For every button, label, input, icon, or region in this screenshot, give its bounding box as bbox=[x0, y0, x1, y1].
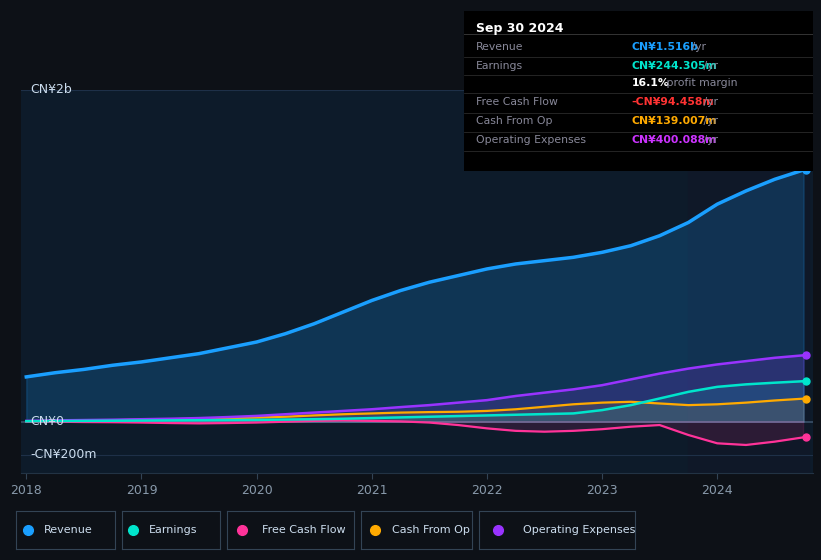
Text: /yr: /yr bbox=[700, 97, 718, 107]
Text: -CN¥200m: -CN¥200m bbox=[30, 449, 97, 461]
Text: CN¥244.305m: CN¥244.305m bbox=[631, 61, 717, 71]
Text: /yr: /yr bbox=[700, 61, 718, 71]
Text: Operating Expenses: Operating Expenses bbox=[476, 136, 586, 146]
Text: -CN¥94.458m: -CN¥94.458m bbox=[631, 97, 714, 107]
Text: Revenue: Revenue bbox=[476, 42, 524, 52]
Text: CN¥139.007m: CN¥139.007m bbox=[631, 116, 717, 127]
Text: Operating Expenses: Operating Expenses bbox=[523, 525, 635, 535]
Text: CN¥0: CN¥0 bbox=[30, 415, 64, 428]
Text: Cash From Op: Cash From Op bbox=[476, 116, 553, 127]
Text: Earnings: Earnings bbox=[476, 61, 523, 71]
Text: 16.1%: 16.1% bbox=[631, 78, 669, 88]
Bar bbox=[689, 90, 810, 473]
Text: CN¥1.516b: CN¥1.516b bbox=[631, 42, 698, 52]
Text: /yr: /yr bbox=[700, 116, 718, 127]
Text: CN¥2b: CN¥2b bbox=[30, 83, 71, 96]
Text: /yr: /yr bbox=[700, 136, 718, 146]
Text: /yr: /yr bbox=[688, 42, 706, 52]
Text: profit margin: profit margin bbox=[663, 78, 737, 88]
Text: Revenue: Revenue bbox=[44, 525, 93, 535]
Text: Free Cash Flow: Free Cash Flow bbox=[476, 97, 558, 107]
Text: Cash From Op: Cash From Op bbox=[392, 525, 470, 535]
Text: Free Cash Flow: Free Cash Flow bbox=[262, 525, 346, 535]
Text: CN¥400.088m: CN¥400.088m bbox=[631, 136, 717, 146]
Text: Sep 30 2024: Sep 30 2024 bbox=[476, 22, 563, 35]
Text: Earnings: Earnings bbox=[149, 525, 198, 535]
